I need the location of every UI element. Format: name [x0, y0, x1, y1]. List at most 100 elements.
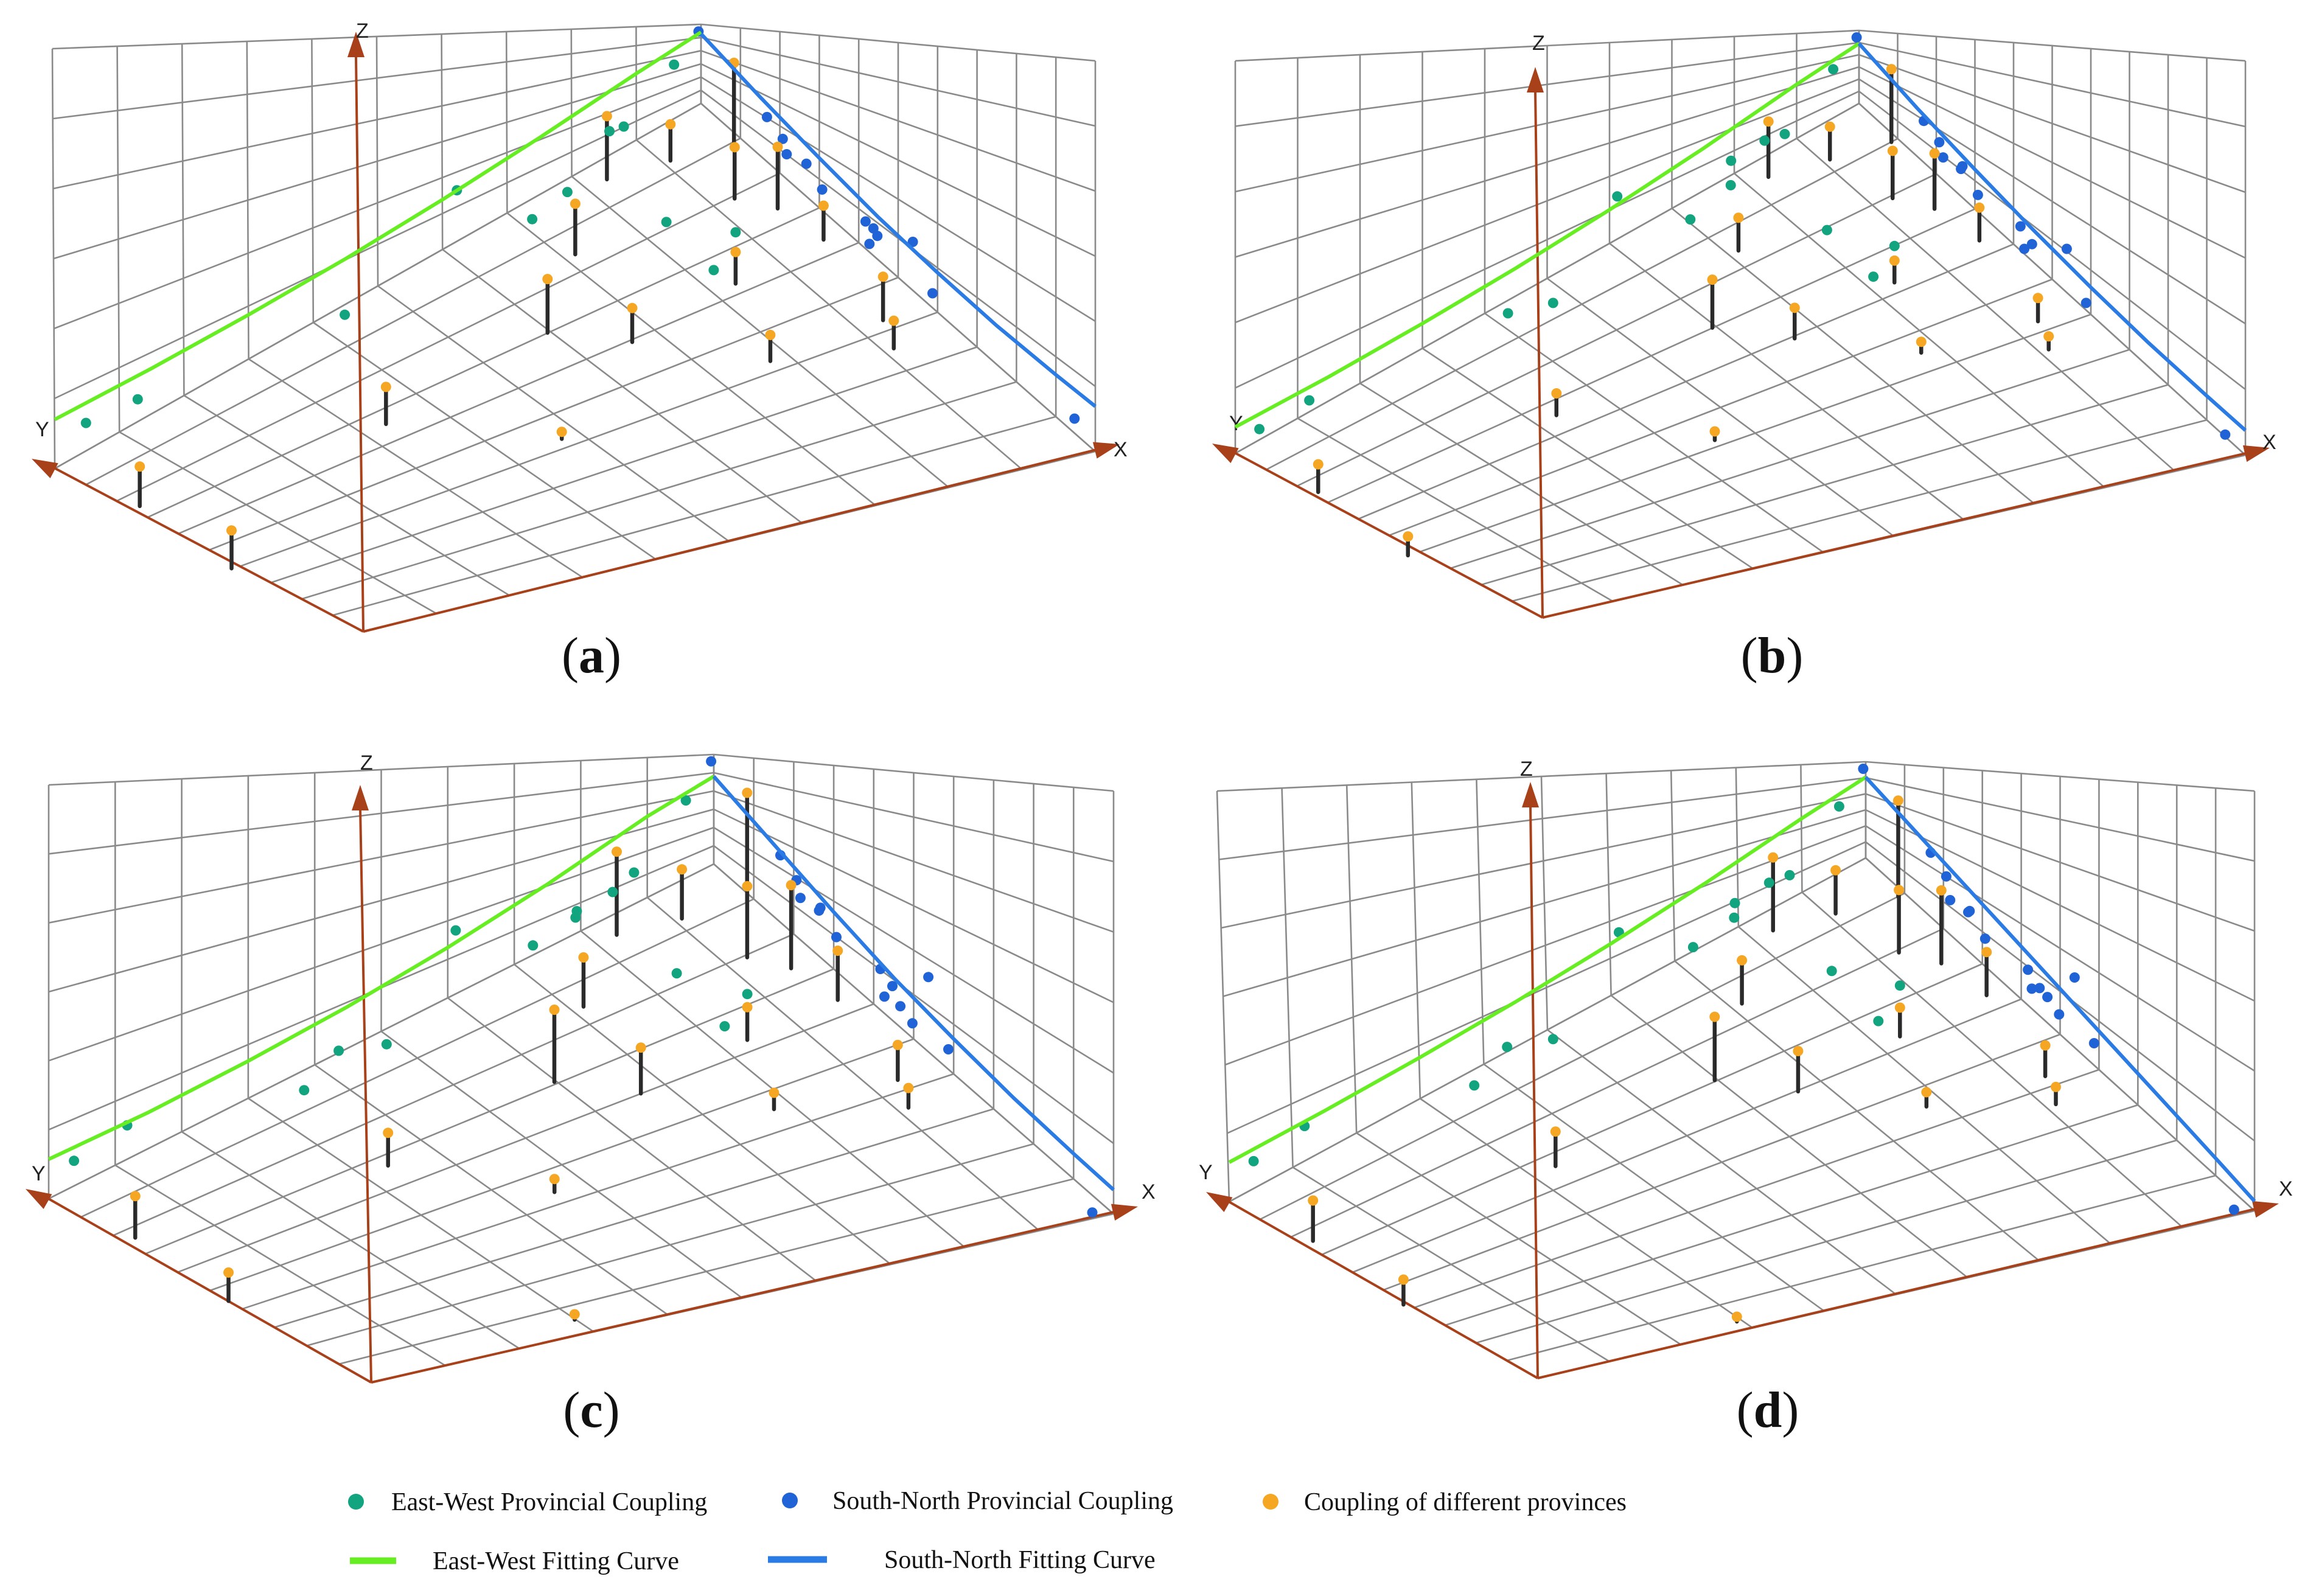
y-axis-label: Y: [1199, 1161, 1213, 1184]
point-different: [1974, 202, 1985, 213]
grid-line: [713, 863, 1114, 1214]
point-south-north: [2019, 243, 2030, 254]
point-south-north: [895, 1001, 906, 1012]
grid-line: [1221, 793, 1866, 929]
point-different: [1763, 116, 1774, 127]
point-different: [1737, 955, 1748, 966]
x-arrow-icon: [2242, 445, 2270, 462]
point-south-north: [2015, 221, 2026, 232]
point-east-west: [1833, 801, 1844, 812]
y-axis: [1218, 1194, 1538, 1379]
point-different: [1981, 947, 1992, 958]
point-east-west: [1547, 298, 1558, 308]
point-east-west: [661, 217, 672, 228]
point-south-north: [814, 905, 825, 916]
point-different: [134, 461, 145, 472]
legend-marker-different: [1263, 1494, 1278, 1510]
point-east-west: [1304, 395, 1315, 406]
grid-line: [700, 89, 1096, 388]
point-different: [223, 1267, 234, 1278]
point-different: [742, 787, 753, 798]
grid-line: [85, 138, 741, 486]
point-different: [570, 198, 581, 209]
x-axis: [371, 1208, 1128, 1384]
axes-b: X Y Z: [1212, 32, 2276, 619]
point-east-west: [132, 394, 143, 405]
y-arrow-icon: [32, 459, 58, 479]
point-south-north: [2061, 243, 2072, 254]
point-south-north: [927, 288, 938, 299]
point-south-north: [2081, 298, 2091, 308]
grid-line: [145, 968, 834, 1255]
x-arrow-icon: [2251, 1200, 2279, 1218]
point-east-west: [708, 265, 719, 276]
grid-line: [113, 933, 794, 1236]
grid-line: [48, 808, 714, 993]
point-south-north: [781, 149, 792, 159]
point-different: [1921, 1087, 1932, 1098]
point-different: [380, 382, 391, 392]
point-east-west: [1729, 912, 1740, 923]
panel-c: X Y Z (c): [26, 751, 1156, 1438]
point-east-west: [1248, 1155, 1259, 1166]
point-different: [730, 246, 741, 257]
point-south-north: [2023, 964, 2034, 975]
point-different: [1398, 1274, 1409, 1285]
legend: East-West Provincial Coupling South-Nort…: [348, 1487, 1627, 1575]
point-south-north: [923, 972, 934, 983]
grid-line: [48, 772, 714, 855]
point-south-north: [831, 932, 842, 943]
grid-line: [1235, 41, 1860, 127]
grid-line: [52, 37, 702, 120]
point-different: [1403, 531, 1414, 542]
panel-label-c: (c): [563, 1382, 619, 1438]
point-east-west: [604, 126, 615, 137]
grid-line: [1609, 242, 1965, 521]
grid-line: [713, 808, 1114, 1003]
point-different: [226, 525, 237, 536]
point-different: [1929, 148, 1940, 159]
z-axis-label: Z: [1532, 32, 1545, 55]
grid-line: [700, 23, 1096, 62]
grid-line: [1858, 66, 2246, 259]
points-a: [80, 26, 1080, 536]
grid-line: [506, 212, 876, 506]
grid-line: [54, 76, 702, 330]
grid-line: [514, 963, 891, 1266]
point-different: [786, 880, 797, 891]
panel-label-b: (b): [1741, 627, 1804, 684]
grid-line: [1858, 103, 2246, 456]
grid-line: [1858, 29, 2246, 62]
point-south-north: [2054, 1009, 2065, 1020]
points-d: [1248, 764, 2239, 1322]
point-south-north: [907, 1018, 918, 1029]
panel-label-a: (a): [562, 627, 621, 684]
point-south-north: [2042, 992, 2053, 1003]
point-east-west: [299, 1085, 310, 1096]
point-different: [1550, 1126, 1561, 1137]
y-arrow-icon: [1212, 444, 1239, 464]
grid-line: [1796, 138, 2176, 472]
axes-d: X Y Z: [1199, 758, 2293, 1379]
grid-line: [1734, 173, 2105, 489]
point-different: [2043, 331, 2054, 342]
fit-curve-east-west: [54, 30, 702, 422]
grid-line: [1260, 892, 1905, 1221]
point-different: [903, 1082, 914, 1093]
grid-line: [713, 772, 1114, 863]
point-east-west: [742, 989, 753, 1000]
point-east-west: [671, 968, 682, 979]
grid-line: [1358, 243, 2014, 520]
point-different: [1731, 1311, 1742, 1322]
grid-line: [442, 248, 803, 524]
point-different: [627, 302, 638, 313]
grid-line: [700, 37, 1096, 127]
panel-a: X Y Z (a): [32, 19, 1128, 684]
point-different: [383, 1127, 394, 1138]
point-south-north: [1069, 413, 1080, 424]
point-different: [677, 864, 688, 875]
point-east-west: [730, 227, 741, 238]
grid-line: [1674, 960, 2040, 1262]
grid-b: [1234, 29, 2247, 619]
